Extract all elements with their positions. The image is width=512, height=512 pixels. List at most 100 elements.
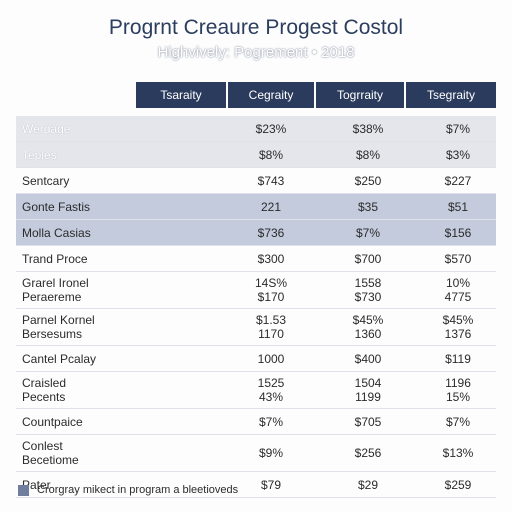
row-label: Cantel Pcalay (22, 346, 222, 371)
row-label-line: Countpaice (22, 414, 83, 429)
row-label: Werdage (22, 116, 222, 141)
row-label: Trand Proce (22, 246, 222, 271)
cell-value: 4775 (444, 290, 472, 304)
table-cell: 10% 4775 (414, 272, 502, 308)
table-cell: $38% (324, 116, 412, 141)
row-label-line: Trand Proce (22, 251, 88, 266)
row-label: Gonte Fastis (22, 194, 222, 219)
table-cell: $156 (414, 220, 502, 245)
table-cell: $79 (228, 472, 314, 497)
row-label: Countpaice (22, 409, 222, 434)
table-cell: 221 (228, 194, 314, 219)
cell-value: $256 (354, 446, 382, 460)
cell-value: $227 (444, 173, 472, 188)
cell-value: $250 (354, 173, 382, 188)
cost-table: Werdage $23% $38% $7% Teples $8% $8% $3% Sentcar… (16, 116, 496, 498)
cell-value: $8% (258, 147, 284, 162)
table-row[interactable]: Countpaice $7% $705 $7% (16, 409, 496, 435)
cell-value: $736 (257, 225, 285, 240)
table-row[interactable]: Craisled Pecents 1525 43% 1504 1199 1196 15% (16, 372, 496, 409)
table-cell: 1558 $730 (324, 272, 412, 308)
table-row[interactable]: Parnel Kornel Bersesums $1.53 1170 $45% 1360 $… (16, 309, 496, 346)
table-row[interactable]: Gonte Fastis 221 $35 $51 (16, 194, 496, 220)
row-label-line: Peraereme (22, 290, 82, 304)
cell-value: 1000 (257, 351, 285, 366)
legend-swatch (18, 484, 29, 496)
row-label: Craisled Pecents (22, 372, 222, 408)
column-header[interactable]: Cegraity (228, 82, 314, 108)
cell-value: 43% (258, 390, 284, 404)
cell-value: $29 (357, 477, 379, 492)
cell-value: $300 (257, 251, 285, 266)
table-cell: $570 (414, 246, 502, 271)
cell-value: $13% (442, 446, 474, 460)
cell-value: $23% (255, 121, 287, 136)
cell-value: $3% (445, 147, 471, 162)
cell-value: $730 (354, 290, 382, 304)
cell-value: 1360 (354, 327, 382, 341)
table-row[interactable]: Grarel Ironel Peraereme 14S% $170 1558 $730 10… (16, 272, 496, 309)
table-cell: $35 (324, 194, 412, 219)
table-row[interactable]: Molla Casias $736 $7% $156 (16, 220, 496, 246)
cell-value: 14S% (254, 276, 288, 290)
table-cell: $8% (324, 142, 412, 167)
cell-value: 1558 (354, 276, 382, 290)
table-cell: $51 (414, 194, 502, 219)
table-cell: 1504 1199 (324, 372, 412, 408)
cell-value: $119 (445, 351, 471, 366)
table-row[interactable]: Sentcary $743 $250 $227 (16, 168, 496, 194)
legend-text: Crorgray mikect in program a bleetioveds (37, 484, 239, 496)
cell-value: $38% (352, 121, 384, 136)
cell-value: $156 (444, 225, 472, 240)
cell-value: $45% (352, 313, 384, 327)
cell-value: $9% (258, 446, 284, 460)
table-cell: $227 (414, 168, 502, 193)
table-cell: $7% (414, 116, 502, 141)
page-title: Progrnt Creaure Progest Costol (108, 16, 404, 39)
table-cell: $1.53 1170 (228, 309, 314, 345)
row-label-line: Grarel Ironel (22, 276, 89, 290)
cell-value: 10% (445, 276, 471, 290)
column-header[interactable]: Tsegraity (406, 82, 496, 108)
table-cell: $45% 1376 (414, 309, 502, 345)
table-row[interactable]: Teples $8% $8% $3% (16, 142, 496, 168)
cell-value: 1199 (355, 390, 381, 404)
row-label: Conlest Becetiome (22, 435, 222, 471)
cell-value: $79 (260, 477, 282, 492)
table-row[interactable]: Conlest Becetiome $9% $256 $13% (16, 435, 496, 472)
row-label-line: Pater (22, 477, 51, 492)
table-cell: $29 (324, 472, 412, 497)
cell-value: $51 (447, 199, 469, 214)
row-label: Molla Casias (22, 220, 222, 245)
row-label-line: Conlest (22, 439, 63, 453)
cell-value: $400 (354, 351, 382, 366)
table-row[interactable]: Cantel Pcalay 1000 $400 $119 (16, 346, 496, 372)
cell-value: $170 (257, 290, 285, 304)
row-label-line: Werdage (22, 121, 71, 136)
cell-value: 221 (260, 199, 282, 214)
cell-value: $259 (444, 477, 472, 492)
table-cell: $7% (414, 409, 502, 434)
table-row[interactable]: Trand Proce $300 $700 $570 (16, 246, 496, 272)
row-label: Sentcary (22, 168, 222, 193)
page-subtitle: Highvively: Pogrement • 2018 (157, 44, 355, 61)
cell-value: $8% (355, 147, 381, 162)
row-label: Teples (22, 142, 222, 167)
table-row[interactable]: Pater $79 $29 $259 (16, 472, 496, 498)
cell-value: $35 (357, 199, 379, 214)
row-label: Parnel Kornel Bersesums (22, 309, 222, 345)
table-cell: $700 (324, 246, 412, 271)
column-header[interactable]: Tsaraity (136, 82, 226, 108)
table-cell: $743 (228, 168, 314, 193)
table-cell: $250 (324, 168, 412, 193)
table-header: Tsaraity Cegraity Togrraity Tsegraity (0, 82, 512, 108)
table-cell: $3% (414, 142, 502, 167)
table-cell: $300 (228, 246, 314, 271)
row-label: Pater (22, 472, 222, 497)
table-row[interactable]: Werdage $23% $38% $7% (16, 116, 496, 142)
cell-value: $7% (258, 414, 284, 429)
table-cell: $259 (414, 472, 502, 497)
column-header[interactable]: Togrraity (316, 82, 404, 108)
table-cell: $400 (324, 346, 412, 371)
table-cell: 1196 15% (414, 372, 502, 408)
